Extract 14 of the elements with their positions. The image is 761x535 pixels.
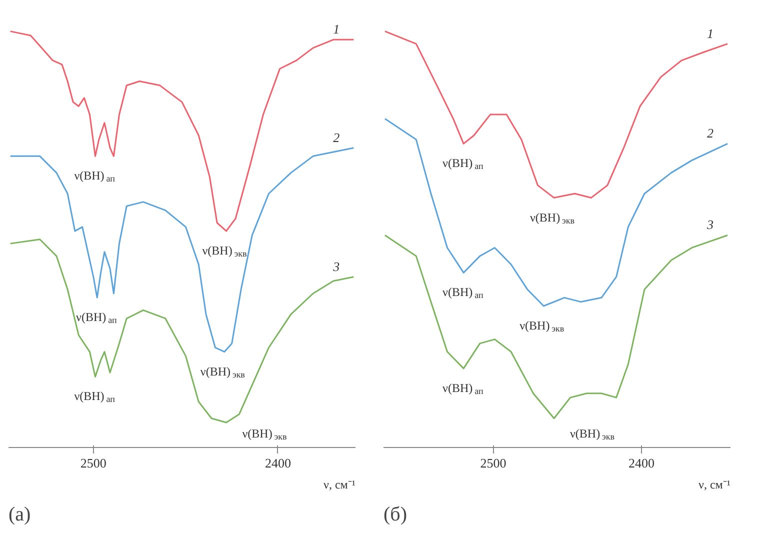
series-label: 2 (707, 126, 714, 141)
series-label: 3 (706, 217, 714, 232)
series-label: 1 (707, 26, 714, 41)
x-axis-title: ν, см⁻¹ (324, 478, 356, 492)
text: (а) (8, 504, 31, 526)
x-tick-label: 2500 (480, 456, 506, 470)
x-tick-label: 2500 (80, 456, 106, 470)
series-label: 2 (333, 130, 340, 145)
text: (б) (384, 504, 407, 526)
x-tick-label: 2400 (628, 456, 655, 470)
series-label: 1 (333, 22, 340, 37)
x-axis-title: ν, см⁻¹ (698, 478, 731, 492)
series-label: 3 (332, 258, 340, 274)
x-tick-label: 2400 (264, 456, 291, 470)
